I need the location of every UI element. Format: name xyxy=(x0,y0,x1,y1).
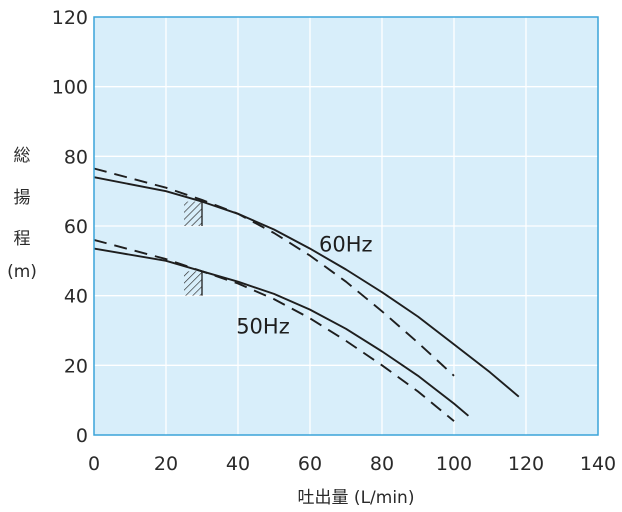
plot-frame xyxy=(93,16,599,436)
y-tick-label: 100 xyxy=(52,77,88,99)
y-tick-label: 20 xyxy=(64,355,88,377)
y-axis-title-line: 総 xyxy=(14,146,31,166)
y-axis-ticks: 0 20 40 60 80 100 120 xyxy=(52,7,88,447)
x-tick-label: 100 xyxy=(436,453,472,475)
y-tick-label: 0 xyxy=(76,425,88,447)
y-tick-label: 60 xyxy=(64,216,88,238)
x-tick-label: 120 xyxy=(508,453,544,475)
series-label-50hz: 50Hz xyxy=(236,314,290,338)
series-line-50hz-dashed xyxy=(93,238,455,422)
y-axis-title: 総揚程 (m) xyxy=(7,146,37,282)
y-axis-title-line: 程 xyxy=(14,229,31,249)
x-tick-label: 140 xyxy=(580,453,616,475)
grid xyxy=(94,17,598,435)
series-annotations: 60Hz 50Hz xyxy=(236,232,372,338)
series-label-60hz: 60Hz xyxy=(319,232,373,256)
x-tick-label: 0 xyxy=(88,453,100,475)
y-tick-label: 80 xyxy=(64,146,88,168)
series-line-60hz-dashed xyxy=(93,167,455,377)
series-line-60hz-solid xyxy=(93,176,520,398)
series-lines xyxy=(93,167,520,422)
hatched-region xyxy=(184,271,202,296)
x-tick-label: 40 xyxy=(226,453,250,475)
x-axis-ticks: 0 20 40 60 80 100 120 140 xyxy=(88,453,616,475)
x-tick-label: 80 xyxy=(370,453,394,475)
series-line-50hz-solid xyxy=(93,247,470,417)
y-tick-label: 40 xyxy=(64,286,88,308)
hatched-regions xyxy=(184,201,203,296)
x-tick-label: 60 xyxy=(298,453,322,475)
hatched-region xyxy=(184,201,202,226)
y-axis-title-line: 揚 xyxy=(14,188,31,208)
x-tick-label: 20 xyxy=(154,453,178,475)
x-axis-title: 吐出量 (L/min) xyxy=(298,488,415,508)
y-tick-label: 120 xyxy=(52,7,88,29)
y-axis-title-line: (m) xyxy=(7,262,37,282)
